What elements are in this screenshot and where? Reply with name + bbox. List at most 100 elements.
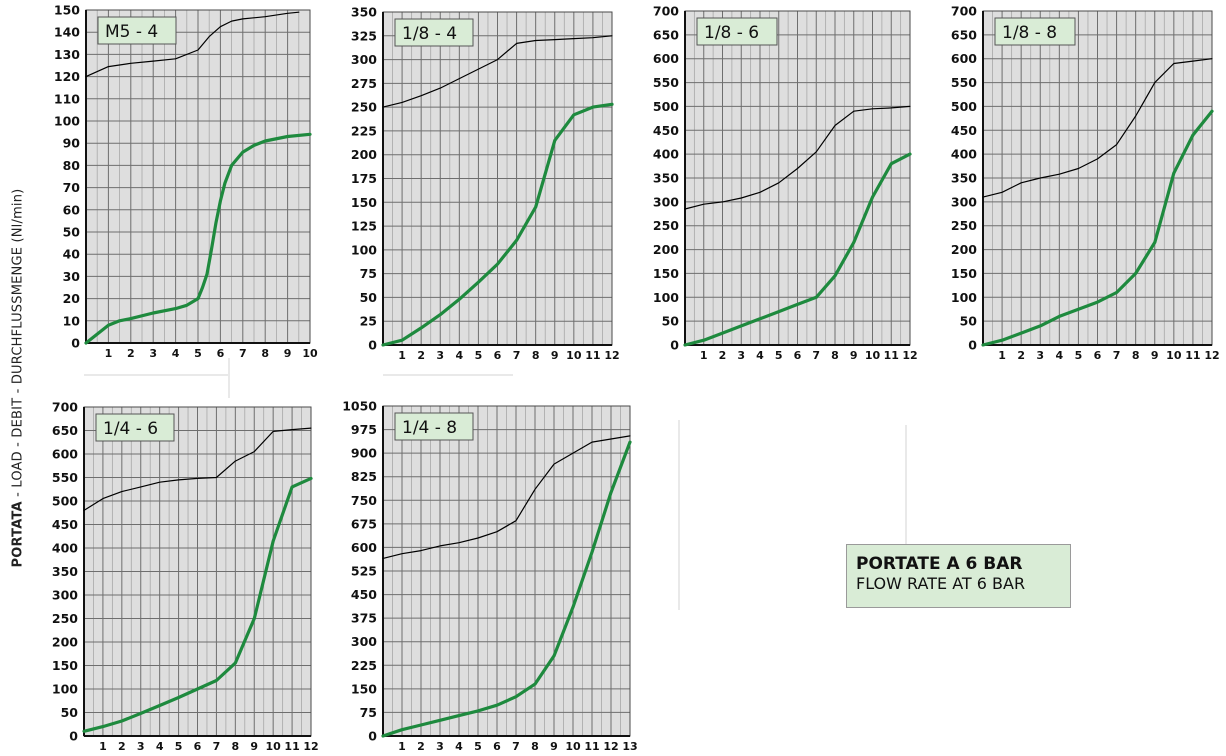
x-tick-label: 12	[604, 349, 619, 362]
x-tick-label: 11	[1185, 349, 1200, 362]
x-tick-label: 6	[494, 349, 502, 362]
y-tick-label: 550	[653, 75, 679, 90]
series-line-black	[684, 105, 911, 210]
y-tick-label: 225	[351, 123, 377, 138]
y-tick-label: 0	[968, 338, 977, 353]
chart-title-badge	[97, 16, 177, 45]
chart-title-badge	[394, 18, 474, 47]
y-tick-label: 60	[63, 202, 81, 217]
series-line-black	[382, 435, 631, 560]
y-tick-label: 0	[670, 338, 679, 353]
x-tick-label: 2	[719, 349, 727, 362]
x-tick-label: 3	[436, 349, 444, 362]
scan-artefact	[905, 425, 907, 545]
x-tick-label: 10	[565, 740, 581, 753]
x-tick-label: 1	[700, 349, 708, 362]
series-line-black	[382, 35, 613, 108]
x-tick-label: 8	[532, 349, 540, 362]
x-tick-label: 12	[1204, 349, 1219, 362]
y-tick-label: 700	[653, 4, 679, 19]
chart-title-badge	[394, 412, 474, 441]
chart-2: 0255075100125150175200225250275300325350…	[351, 5, 620, 363]
y-tick-label: 50	[61, 705, 79, 720]
chart-1: 0102030405060708090100110120130140150012…	[54, 3, 318, 361]
y-tick-label: 450	[52, 517, 78, 532]
y-tick-label: 0	[368, 338, 377, 353]
y-tick-label: 10	[63, 313, 81, 328]
y-tick-label: 300	[951, 194, 977, 209]
x-tick-label: 12	[603, 740, 618, 753]
chart-4: 0 50 100 150 200 250 300 350 400 450 500 550 600 650 7…	[951, 4, 1220, 363]
y-tick-label: 0	[368, 729, 377, 744]
x-tick-label: 8	[261, 347, 269, 360]
y-tick-label: 400	[52, 541, 78, 556]
y-tick-label: 150	[951, 266, 977, 281]
x-tick-label: 4	[156, 740, 164, 753]
x-tick-label: 6	[794, 349, 802, 362]
y-tick-label: 250	[653, 218, 679, 233]
y-tick-label: 70	[63, 180, 81, 195]
y-tick-label: 300	[52, 588, 78, 603]
y-tick-label: 150	[52, 658, 78, 673]
y-tick-label: 300	[351, 52, 377, 67]
x-tick-label: 2	[417, 349, 425, 362]
y-tick-label: 375	[351, 611, 377, 626]
y-tick-label: 550	[951, 75, 977, 90]
x-tick-label: 6	[217, 347, 225, 360]
x-tick-label: 4	[756, 349, 764, 362]
x-tick-label: 1	[398, 349, 406, 362]
x-tick-label: 11	[585, 349, 600, 362]
scan-artefact	[678, 420, 680, 610]
x-tick-label: 2	[417, 740, 425, 753]
chart-title-badge	[95, 413, 175, 442]
series-line-green	[981, 109, 1214, 347]
x-tick-label: 1	[99, 740, 107, 753]
x-tick-label: 7	[513, 349, 521, 362]
y-tick-label: 150	[351, 195, 377, 210]
y-tick-label: 300	[653, 194, 679, 209]
y-tick-label: 600	[951, 51, 977, 66]
y-tick-label: 500	[653, 99, 679, 114]
y-tick-label: 90	[63, 136, 81, 151]
y-tick-label: 525	[351, 564, 377, 579]
y-tick-label: 675	[351, 516, 377, 531]
x-tick-label: 2	[118, 740, 126, 753]
y-tick-label: 400	[951, 147, 977, 162]
y-tick-label: 650	[951, 27, 977, 42]
x-tick-label: 9	[1151, 349, 1159, 362]
x-tick-label: 3	[1036, 349, 1044, 362]
y-tick-label: 900	[351, 446, 377, 461]
series-line-green	[82, 476, 313, 733]
chart-title-badge	[994, 17, 1076, 46]
x-tick-label: 8	[1132, 349, 1140, 362]
y-tick-label: 325	[351, 28, 377, 43]
y-tick-label: 110	[54, 91, 80, 106]
x-tick-label: 8	[232, 740, 240, 753]
y-tick-label: 100	[951, 290, 977, 305]
series-line-green	[683, 152, 912, 347]
x-tick-label: 3	[149, 347, 157, 360]
x-tick-label: 4	[1056, 349, 1064, 362]
x-tick-label: 4	[455, 740, 463, 753]
x-tick-label: 11	[284, 740, 299, 753]
series-line-green	[381, 102, 614, 347]
x-tick-label: 7	[213, 740, 221, 753]
y-tick-label: 40	[63, 247, 81, 262]
y-tick-label: 450	[653, 123, 679, 138]
y-tick-label: 0	[69, 729, 78, 744]
y-tick-label: 50	[662, 314, 680, 329]
x-tick-label: 12	[902, 349, 917, 362]
caption-title: PORTATE A 6 BAR	[856, 554, 1023, 574]
y-tick-label: 750	[351, 493, 377, 508]
y-tick-label: 150	[351, 681, 377, 696]
x-tick-label: 12	[303, 740, 318, 753]
y-tick-label: 125	[351, 219, 377, 234]
y-tick-label: 175	[351, 171, 377, 186]
x-tick-label: 13	[622, 740, 637, 753]
x-tick-label: 7	[512, 740, 520, 753]
x-tick-label: 9	[250, 740, 258, 753]
y-tick-label: 200	[351, 147, 377, 162]
y-tick-label: 450	[951, 123, 977, 138]
scan-artefact	[383, 374, 513, 376]
y-tick-label: 200	[653, 242, 679, 257]
